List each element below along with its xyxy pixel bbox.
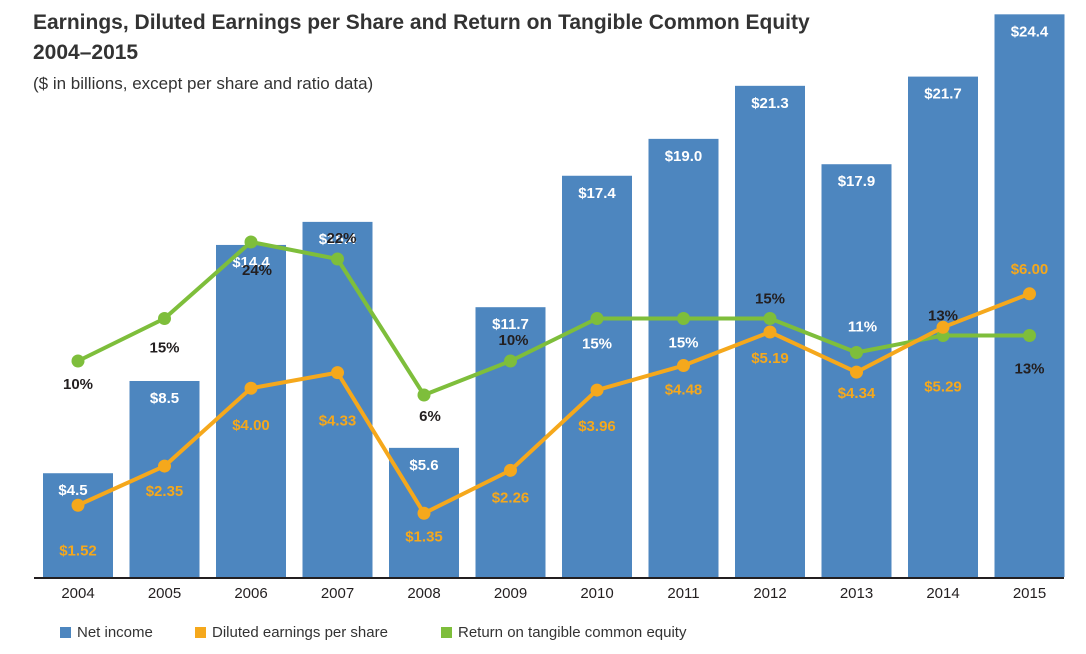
eps-label-2015: $6.00	[1011, 261, 1049, 278]
rotce-point-2011	[677, 312, 690, 325]
legend-swatch-bar	[60, 627, 71, 638]
legend-item-eps: Diluted earnings per share	[195, 624, 388, 641]
x-tick-label-2012: 2012	[753, 585, 786, 602]
chart-subtitle: ($ in billions, except per share and rat…	[33, 74, 374, 93]
eps-label-2004: $1.52	[59, 542, 97, 559]
bar-label-2010: $17.4	[578, 185, 616, 202]
eps-label-2012: $5.19	[751, 350, 789, 367]
eps-label-2013: $4.34	[838, 385, 876, 402]
rotce-point-2008	[417, 388, 431, 402]
eps-point-2008	[417, 506, 431, 520]
bar-net-income-2009	[475, 307, 546, 577]
rotce-label-2010: 15%	[582, 336, 612, 353]
rotce-point-2013	[850, 346, 863, 359]
x-tick-label-2014: 2014	[926, 585, 959, 602]
eps-line	[77, 291, 1031, 516]
title-line-2: 2004–2015	[33, 41, 139, 64]
rotce-label-2009: 10%	[498, 332, 528, 349]
eps-point-2009	[504, 463, 517, 477]
rotce-label-2014: 13%	[928, 308, 958, 325]
x-tick-label-2010: 2010	[580, 585, 613, 602]
bar-net-income-2007	[302, 221, 373, 577]
legend-swatch-rotce	[441, 627, 452, 638]
eps-point-2007	[331, 366, 344, 380]
bar-net-income-2004	[43, 473, 113, 577]
rotce-label-2004: 10%	[63, 376, 93, 393]
eps-label-2010: $3.96	[578, 418, 616, 435]
bar-net-income-2010	[562, 175, 632, 578]
chart-title: Earnings, Diluted Earnings per Share and…	[33, 8, 810, 68]
rotce-point-2009	[504, 354, 517, 368]
rotce-line	[77, 240, 1030, 397]
legend-label-net-income: Net income	[77, 624, 153, 641]
rotce-label-2006: 24%	[242, 262, 272, 279]
x-tick-label-2015: 2015	[1013, 585, 1046, 602]
eps-point-2010	[590, 383, 604, 397]
bar-label-2015: $24.4	[1011, 23, 1049, 40]
rotce-label-2015: 13%	[1014, 361, 1044, 378]
eps-point-2014	[936, 320, 950, 334]
rotce-point-2015	[1023, 329, 1036, 342]
rotce-point-2007	[331, 252, 344, 266]
eps-label-2006: $4.00	[232, 417, 270, 434]
legend-label-eps: Diluted earnings per share	[212, 624, 388, 641]
bar-label-2008: $5.6	[409, 457, 438, 474]
rotce-label-2011: 15%	[668, 335, 698, 352]
x-tick-label-2004: 2004	[61, 585, 94, 602]
rotce-label-2005: 15%	[149, 340, 179, 357]
rotce-point-2010	[590, 312, 604, 325]
eps-point-2006	[244, 381, 258, 395]
eps-label-2008: $1.35	[405, 528, 443, 545]
bar-net-income-2005	[129, 380, 200, 577]
eps-point-2004	[71, 498, 85, 512]
bar-label-2007: $15.4	[319, 231, 357, 248]
x-tick-label-2011: 2011	[667, 585, 699, 602]
bar-label-2014: $21.7	[924, 86, 962, 103]
bar-label-2013: $17.9	[838, 173, 876, 190]
legend-label-rotce: Return on tangible common equity	[458, 624, 687, 641]
rotce-label-2007: 22%	[326, 230, 356, 247]
legend-swatch-eps	[195, 627, 206, 638]
x-tick-label-2006: 2006	[234, 585, 267, 602]
rotce-point-2004	[71, 354, 85, 368]
eps-label-2011: $4.48	[665, 382, 703, 399]
bar-label-2005: $8.5	[150, 390, 179, 407]
rotce-label-2008: 6%	[419, 408, 441, 425]
rotce-point-2006	[244, 235, 258, 249]
bar-label-2009: $11.7	[492, 316, 529, 333]
title-line-1: Earnings, Diluted Earnings per Share and…	[33, 11, 810, 34]
eps-point-2011	[677, 359, 690, 373]
rotce-label-2013: 11%	[848, 319, 877, 336]
legend-item-net-income: Net income	[60, 624, 153, 641]
rotce-label-2012: 15%	[755, 291, 785, 308]
bar-label-2011: $19.0	[665, 148, 703, 165]
bar-label-2004: $4.5	[58, 482, 87, 499]
eps-label-2005: $2.35	[146, 483, 184, 500]
eps-label-2009: $2.26	[492, 489, 530, 506]
eps-point-2013	[850, 365, 863, 379]
rotce-point-2005	[158, 312, 171, 325]
eps-point-2005	[158, 459, 171, 473]
eps-point-2012	[763, 325, 777, 339]
rotce-point-2012	[763, 312, 777, 325]
eps-label-2014: $5.29	[924, 378, 962, 395]
bar-label-2006: $14.4	[232, 254, 270, 271]
x-tick-label-2007: 2007	[321, 585, 354, 602]
x-tick-label-2008: 2008	[407, 585, 440, 602]
eps-point-2015	[1023, 287, 1036, 301]
bar-label-2012: $21.3	[751, 95, 789, 112]
legend-item-rotce: Return on tangible common equity	[441, 624, 686, 641]
eps-label-2007: $4.33	[319, 413, 357, 430]
x-tick-label-2013: 2013	[840, 585, 873, 602]
x-tick-label-2005: 2005	[148, 585, 181, 602]
x-tick-label-2009: 2009	[494, 585, 527, 602]
